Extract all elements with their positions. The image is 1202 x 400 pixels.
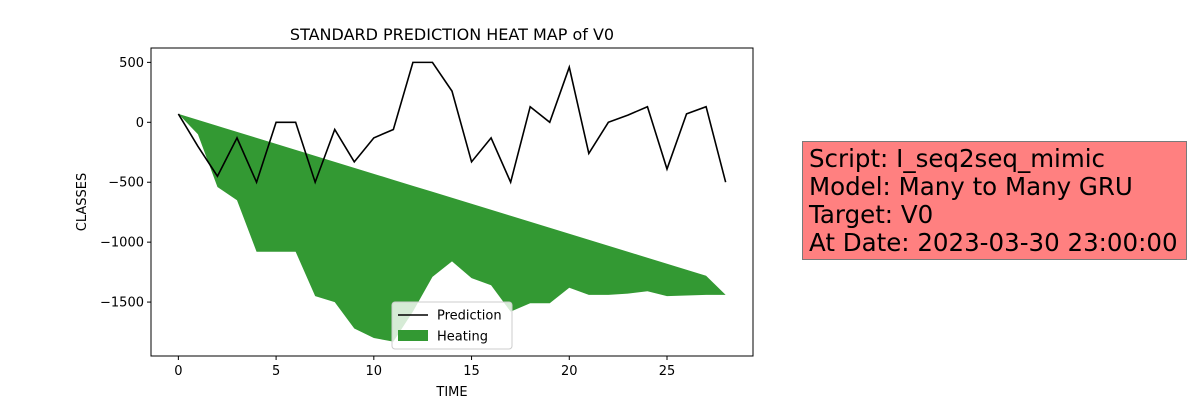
x-tick-label: 15: [463, 364, 480, 379]
chart-title: STANDARD PREDICTION HEAT MAP of V0: [290, 25, 614, 44]
y-tick-label: 500: [119, 56, 144, 71]
x-tick-label: 10: [366, 364, 383, 379]
plot-area: [177, 61, 727, 342]
legend-heating-swatch: [398, 330, 428, 341]
y-tick-label: −1000: [100, 236, 144, 251]
x-tick-label: 5: [272, 364, 280, 379]
axes-frame: [150, 47, 754, 357]
x-tick-label: 20: [561, 364, 578, 379]
axes: 0 5 10 15 20 25 500 0 −500 −1000 −1500: [100, 47, 754, 379]
y-axis-title: CLASSES: [75, 173, 90, 231]
x-axis-title: TIME: [435, 385, 467, 400]
y-tick-label: −1500: [100, 296, 144, 311]
heating-area: [178, 113, 726, 342]
legend-prediction-label: Prediction: [437, 309, 502, 324]
info-target-line: Target: V0: [809, 200, 934, 229]
legend-heating-label: Heating: [437, 330, 488, 345]
legend: Prediction Heating: [391, 301, 513, 350]
info-date-line: At Date: 2023-03-30 23:00:00: [809, 228, 1178, 257]
info-model-line: Model: Many to Many GRU: [809, 172, 1133, 201]
y-tick-label: 0: [136, 116, 144, 131]
x-tick-label: 25: [659, 364, 676, 379]
y-tick-label: −500: [108, 176, 144, 191]
info-script-line: Script: I_seq2seq_mimic: [809, 144, 1106, 173]
info-box: Script: I_seq2seq_mimic Model: Many to M…: [802, 141, 1187, 260]
x-tick-label: 0: [174, 364, 182, 379]
prediction-line: [177, 61, 727, 185]
